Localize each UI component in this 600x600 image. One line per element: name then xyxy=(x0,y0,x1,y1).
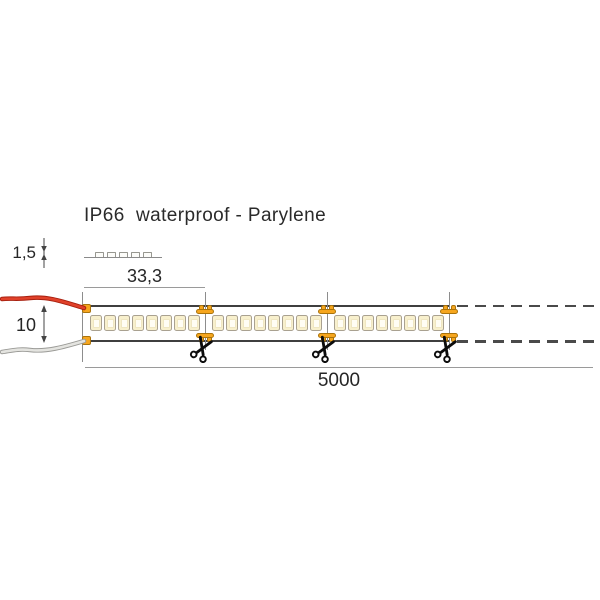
led-chip xyxy=(160,315,172,331)
led-chip xyxy=(310,315,322,331)
led-chip xyxy=(282,315,294,331)
led-emitter-window xyxy=(393,318,400,328)
led-emitter-window xyxy=(271,318,278,328)
cut-solder-pads-top xyxy=(440,305,458,314)
led-chip xyxy=(212,315,224,331)
led-emitter-window xyxy=(421,318,428,328)
led-chip xyxy=(104,315,116,331)
led-emitter-window xyxy=(337,318,344,328)
scissors-icon xyxy=(185,332,219,366)
led-chip xyxy=(432,315,444,331)
led-chip xyxy=(132,315,144,331)
led-chip xyxy=(418,315,430,331)
led-chip xyxy=(146,315,158,331)
cut-solder-pads-top xyxy=(196,305,214,314)
cut-solder-pads-top xyxy=(318,305,336,314)
scissors-icon xyxy=(307,332,341,366)
led-emitter-window xyxy=(351,318,358,328)
profile-led-bump xyxy=(143,252,152,257)
led-emitter-window xyxy=(379,318,386,328)
strip-continuation-dashed-top xyxy=(457,304,597,307)
led-chip xyxy=(174,315,186,331)
solder-pad-bar xyxy=(440,332,458,338)
solder-pad-bar xyxy=(318,332,336,338)
led-chip xyxy=(348,315,360,331)
led-emitter-window xyxy=(215,318,222,328)
thickness-dimension-label: 1,5 xyxy=(12,243,36,262)
solder-pad-bar xyxy=(318,308,336,314)
led-emitter-window xyxy=(135,318,142,328)
power-wires xyxy=(0,295,87,355)
led-chip xyxy=(118,315,130,331)
led-emitter-window xyxy=(285,318,292,328)
diagram-title: IP66 waterproof - Parylene xyxy=(84,205,327,226)
profile-led-bump xyxy=(95,252,104,257)
solder-pad-bar xyxy=(440,308,458,314)
strip-continuation-dashed-bottom xyxy=(457,340,597,343)
led-emitter-window xyxy=(177,318,184,328)
solder-pad-bar xyxy=(196,308,214,314)
led-chip xyxy=(90,315,102,331)
strip-left-edge-line xyxy=(82,292,83,362)
strip-bottom-edge xyxy=(82,340,449,342)
led-emitter-window xyxy=(191,318,198,328)
led-chip xyxy=(254,315,266,331)
total-length-dimension-label: 5000 xyxy=(317,370,361,391)
led-chip xyxy=(188,315,200,331)
thickness-dimension-arrow xyxy=(41,238,47,268)
led-chip xyxy=(296,315,308,331)
profile-led-bump xyxy=(131,252,140,257)
led-emitter-window xyxy=(93,318,100,328)
solder-pad-bar xyxy=(196,332,214,338)
white-wire-icon xyxy=(0,338,87,355)
led-emitter-window xyxy=(243,318,250,328)
profile-led-bump xyxy=(119,252,128,257)
led-emitter-window xyxy=(107,318,114,328)
led-chip xyxy=(268,315,280,331)
total-length-dimension-line xyxy=(85,367,593,368)
led-emitter-window xyxy=(121,318,128,328)
led-emitter-window xyxy=(163,318,170,328)
cut-increment-dimension-label: 33,3 xyxy=(126,266,163,286)
strip-top-edge xyxy=(82,305,449,307)
cut-increment-dimension-line xyxy=(84,287,205,288)
led-chip xyxy=(362,315,374,331)
led-chip xyxy=(404,315,416,331)
cut-line xyxy=(327,292,328,350)
cut-line xyxy=(205,292,206,350)
led-chip xyxy=(390,315,402,331)
profile-led-bump xyxy=(107,252,116,257)
led-emitter-window xyxy=(257,318,264,328)
led-chip xyxy=(334,315,346,331)
scissors-icon xyxy=(429,332,463,366)
cut-line xyxy=(449,292,450,350)
strip-side-profile xyxy=(84,252,162,258)
led-emitter-window xyxy=(313,318,320,328)
red-wire-icon xyxy=(0,295,87,311)
led-emitter-window xyxy=(299,318,306,328)
led-chip xyxy=(226,315,238,331)
led-emitter-window xyxy=(365,318,372,328)
led-chip xyxy=(240,315,252,331)
strip-width-dimension-arrow xyxy=(41,305,47,343)
led-emitter-window xyxy=(149,318,156,328)
strip-width-dimension-label: 10 xyxy=(15,315,36,335)
led-emitter-window xyxy=(435,318,442,328)
led-emitter-window xyxy=(407,318,414,328)
led-chip xyxy=(376,315,388,331)
led-emitter-window xyxy=(229,318,236,328)
